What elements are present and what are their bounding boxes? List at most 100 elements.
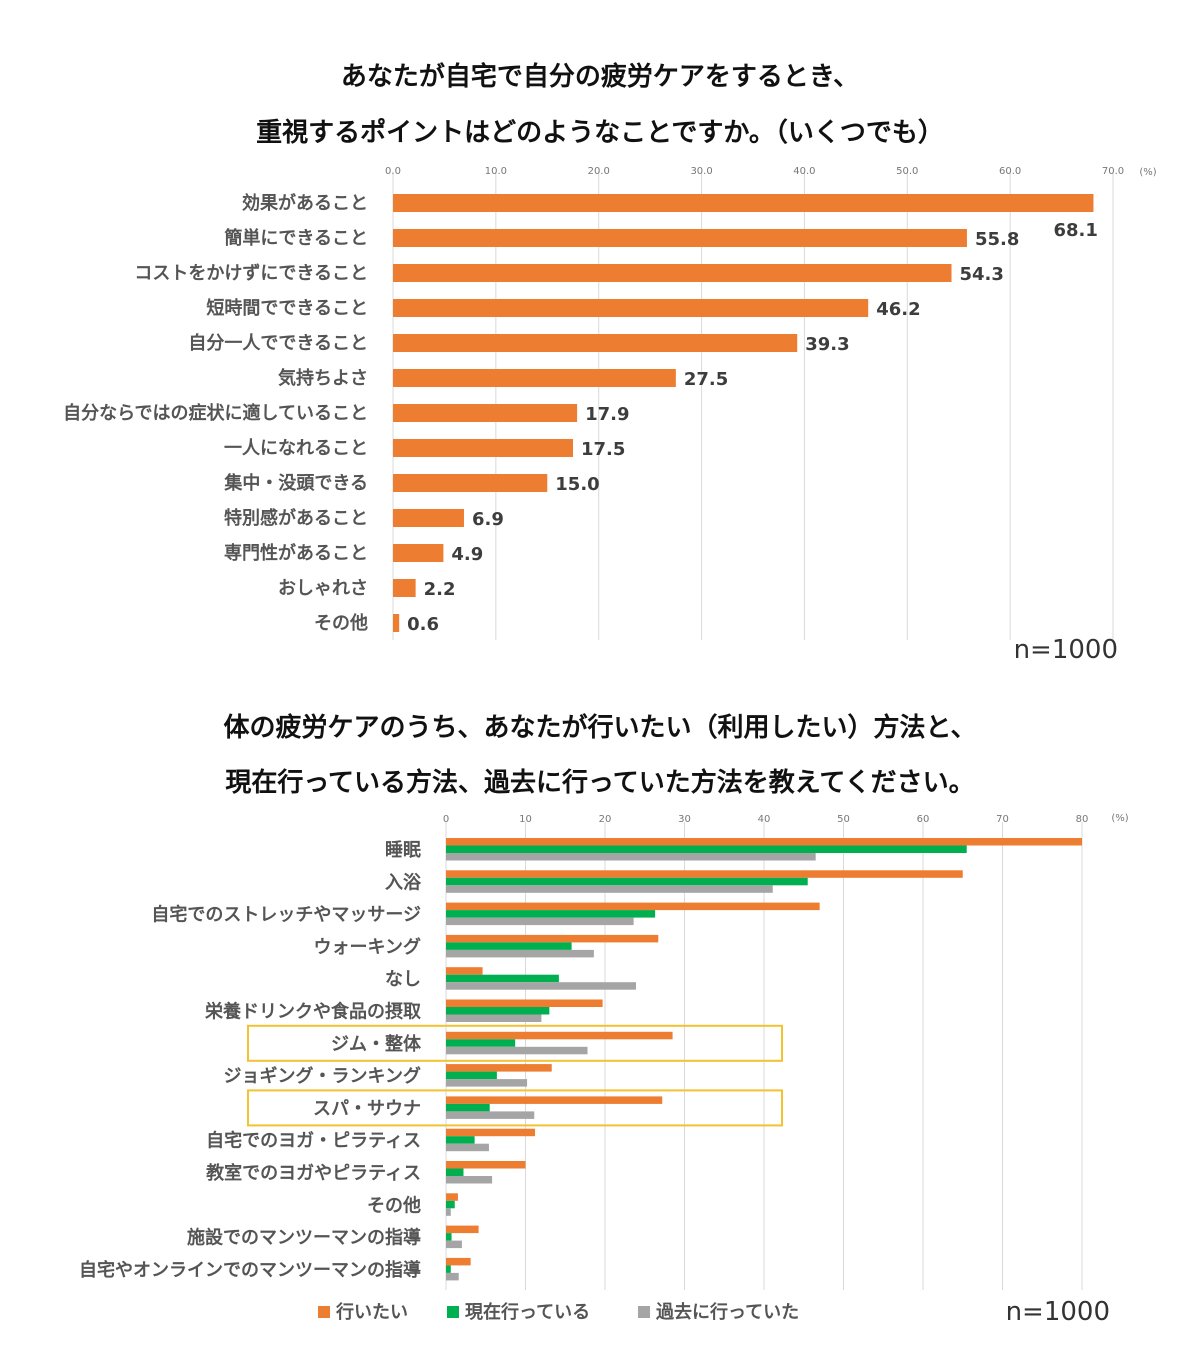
chart2-bar-series-2 [446, 845, 967, 853]
chart2-bar-series-1 [446, 1096, 663, 1104]
chart2-legend-swatch [318, 1306, 330, 1318]
chart2-bar-series-1 [446, 1161, 526, 1169]
chart2-plot: 0 10 20 30 40 50 60 70 80 (%) 睡眠入浴自宅でのストレッチやマッサージウ… [79, 813, 1129, 1327]
chart1-tick-label: 20.0 [588, 166, 610, 177]
chart2-tick-label: 20 [599, 814, 612, 825]
chart1-category-label: 気持ちよさ [278, 367, 368, 389]
chart2-bar-series-1 [446, 1064, 552, 1072]
chart2-bar-series-2 [446, 1168, 464, 1176]
chart2-bar-series-1 [446, 1031, 673, 1040]
chart2-bar-series-1 [446, 934, 659, 943]
chart2-legend-swatch [447, 1306, 459, 1318]
chart2-category-label: その他 [367, 1194, 421, 1216]
chart2-bar-series-1 [446, 902, 820, 911]
chart2-bar-series-1 [446, 1193, 458, 1201]
chart2-bar-series-3 [446, 1111, 535, 1119]
chart2-bar-series-1 [446, 1257, 471, 1266]
chart2-bar-series-2 [446, 1233, 452, 1241]
chart2-tick-label: 40 [758, 814, 771, 825]
chart2-bar-series-3 [446, 853, 816, 861]
chart2-bar-series-3 [446, 885, 773, 893]
chart2-category-label: 睡眠 [385, 840, 421, 861]
chart1-category-label: 自分一人でできること [188, 332, 368, 354]
chart2-bar-series-3 [446, 1240, 462, 1249]
chart1-tick-label: 60.0 [999, 166, 1021, 177]
chart2-bar-series-3 [446, 1208, 451, 1216]
chart2-tick-label: 30 [678, 814, 691, 825]
chart1-bar [393, 299, 869, 317]
chart2-bar-series-1 [446, 967, 483, 975]
chart2-bar-series-2 [446, 1200, 455, 1209]
chart2-bar-series-2 [446, 1103, 490, 1112]
chart2-bar-series-3 [446, 1046, 588, 1055]
chart2-bar-series-3 [446, 949, 594, 958]
chart2-bar-series-2 [446, 877, 808, 886]
chart1-tick-label: 10.0 [485, 166, 507, 177]
chart1-value-label: 17.5 [581, 439, 625, 460]
chart2-legend-label: 行いたい [335, 1301, 408, 1323]
chart2-tick-label: 70 [996, 814, 1009, 825]
chart1-category-label: 一人になれること [224, 438, 368, 459]
chart1-tick-label: 40.0 [793, 166, 815, 177]
chart2-bar-series-2 [446, 974, 559, 983]
chart2-bar-series-1 [446, 999, 603, 1007]
chart2-bar-series-1 [446, 1225, 479, 1234]
chart1-value-label: 55.8 [975, 229, 1019, 250]
chart2-category-label: スパ・サウナ [313, 1098, 421, 1119]
chart1-category-label: おしゃれさ [278, 578, 368, 599]
chart2-legend-label: 過去に行っていた [656, 1301, 799, 1323]
chart2-bar-series-2 [446, 910, 656, 918]
chart1-title-line2: 重視するポイントはどのようなことですか。（いくつでも） [256, 118, 944, 148]
chart2-legend-label: 現在行っている [465, 1301, 590, 1323]
chart1-unit-label: (%) [1139, 167, 1156, 178]
chart2-category-label: 施設でのマンツーマンの指導 [187, 1227, 421, 1249]
chart1-tick-label: 30.0 [690, 166, 712, 177]
chart2-bar-series-2 [446, 1007, 550, 1015]
chart2-category-label: 入浴 [385, 872, 422, 893]
chart2-category-label: 自宅やオンラインでのマンツーマンの指導 [79, 1259, 421, 1281]
chart2-bar-series-3 [446, 1143, 489, 1152]
chart1-category-label: コストをかけずにできること [134, 263, 368, 284]
chart1-bar [393, 509, 464, 527]
chart2-category-label: 教室でのヨガやピラティス [206, 1162, 421, 1184]
chart2-tick-label: 80 [1076, 814, 1089, 825]
chart1-bar [393, 369, 676, 387]
chart1-bar [393, 194, 1094, 212]
chart2-highlight-box [247, 1089, 783, 1127]
chart1-value-label: 0.6 [407, 614, 439, 635]
chart1-value-label: 39.3 [805, 334, 849, 355]
chart2-sample-size: n=1000 [1006, 1297, 1110, 1327]
chart1-sample-size: n=1000 [1014, 635, 1118, 665]
chart1-bar [393, 404, 578, 422]
chart1-value-label: 4.9 [451, 544, 483, 565]
chart1-category-label: 特別感があること [224, 507, 368, 529]
chart1-category-label: 集中・没頭できる [223, 472, 368, 494]
chart1-bar [393, 474, 548, 492]
chart1-value-label: 17.9 [585, 404, 629, 425]
chart2-bar-series-1 [446, 1128, 536, 1137]
chart2-tick-label: 60 [917, 814, 930, 825]
chart1-bar [393, 229, 967, 247]
chart2-tick-label: 10 [519, 814, 532, 825]
chart1-tick-label: 70.0 [1102, 166, 1124, 177]
chart2-category-label: 自宅でのヨガ・ピラティス [206, 1130, 421, 1152]
chart2-bar-series-3 [446, 982, 637, 990]
chart1-title-line1: あなたが自宅で自分の疲労ケアをするとき、 [340, 62, 860, 92]
chart1-value-label: 68.1 [1053, 220, 1097, 241]
chart1-value-label: 27.5 [684, 369, 728, 390]
chart1-value-label: 46.2 [876, 299, 920, 320]
chart1-category-label: その他 [314, 612, 368, 634]
chart1-bar [393, 579, 416, 597]
chart1-value-label: 6.9 [472, 509, 504, 530]
chart2-tick-label: 0 [443, 814, 449, 825]
chart1-plot: 0.0 10.0 20.0 30.0 40.0 50.0 60.0 70.0 (%) 効果があるこ… [63, 166, 1157, 665]
chart1-category-label: 専門性があること [224, 542, 368, 564]
chart1-value-label: 54.3 [960, 264, 1004, 285]
chart2-bar-series-1 [446, 838, 1082, 846]
chart2-bar-series-2 [446, 1265, 451, 1273]
chart2-bar-series-2 [446, 942, 572, 950]
chart2-category-label: 自宅でのストレッチやマッサージ [151, 904, 421, 926]
chart1-bar [393, 334, 798, 352]
chart1-category-label: 効果があること [242, 192, 368, 214]
chart2-highlight-box [247, 1024, 783, 1062]
